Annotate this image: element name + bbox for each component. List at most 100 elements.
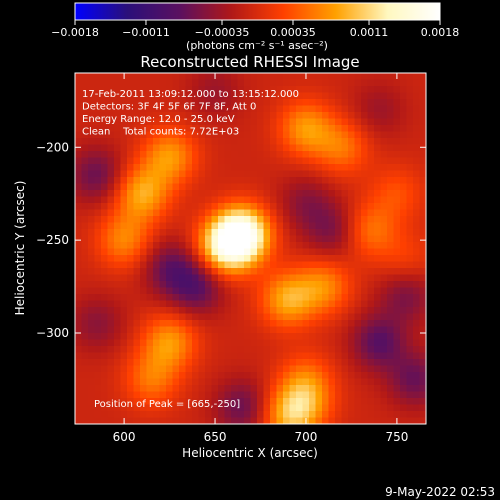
heatmap-cell <box>185 372 193 380</box>
heatmap-cell <box>413 300 421 308</box>
heatmap-cell <box>146 411 154 419</box>
heatmap-cell <box>257 326 265 334</box>
heatmap-cell <box>387 268 395 276</box>
heatmap-cell <box>114 248 122 256</box>
heatmap-cell <box>75 287 83 295</box>
heatmap-cell <box>211 307 219 315</box>
heatmap-cell <box>211 112 219 120</box>
heatmap-cell <box>133 326 141 334</box>
heatmap-cell <box>101 398 109 406</box>
heatmap-cell <box>198 209 206 217</box>
heatmap-cell <box>315 203 323 211</box>
heatmap-cell <box>140 235 148 243</box>
heatmap-cell <box>231 144 239 152</box>
heatmap-cell <box>218 398 226 406</box>
heatmap-cell <box>81 235 89 243</box>
heatmap-cell <box>88 203 96 211</box>
heatmap-cell <box>289 125 297 133</box>
heatmap-cell <box>114 144 122 152</box>
heatmap-cell <box>283 300 291 308</box>
heatmap-cell <box>153 372 161 380</box>
heatmap-cell <box>179 118 187 126</box>
heatmap-cell <box>146 359 154 367</box>
heatmap-cell <box>205 190 213 198</box>
heatmap-cell <box>140 372 148 380</box>
heatmap-cell <box>224 151 232 159</box>
heatmap-cell <box>354 281 362 289</box>
heatmap-cell <box>257 73 265 81</box>
heatmap-cell <box>309 235 317 243</box>
heatmap-cell <box>302 261 310 269</box>
heatmap-cell <box>400 222 408 230</box>
heatmap-cell <box>172 170 180 178</box>
heatmap-cell <box>393 372 401 380</box>
heatmap-cell <box>198 385 206 393</box>
heatmap-cell <box>354 326 362 334</box>
heatmap-cell <box>374 281 382 289</box>
heatmap-cell <box>94 216 102 224</box>
heatmap-cell <box>393 190 401 198</box>
heatmap-cell <box>263 372 271 380</box>
heatmap-cell <box>166 294 174 302</box>
heatmap-cell <box>146 79 154 87</box>
heatmap-cell <box>419 307 426 315</box>
heatmap-cell <box>250 209 258 217</box>
heatmap-cell <box>127 125 135 133</box>
heatmap-cell <box>263 99 271 107</box>
heatmap-cell <box>244 190 252 198</box>
heatmap-cell <box>107 300 115 308</box>
heatmap-cell <box>172 339 180 347</box>
heatmap-cell <box>146 391 154 399</box>
heatmap-cell <box>328 151 336 159</box>
heatmap-cell <box>179 105 187 113</box>
heatmap-cell <box>231 307 239 315</box>
heatmap-cell <box>250 138 258 146</box>
heatmap-cell <box>322 307 330 315</box>
heatmap-cell <box>309 216 317 224</box>
heatmap-cell <box>283 372 291 380</box>
heatmap-cell <box>140 112 148 120</box>
heatmap-cell <box>328 125 336 133</box>
heatmap-cell <box>172 235 180 243</box>
heatmap-cell <box>309 365 317 373</box>
heatmap-cell <box>179 131 187 139</box>
heatmap-cell <box>283 125 291 133</box>
heatmap-cell <box>309 274 317 282</box>
heatmap-cell <box>166 131 174 139</box>
heatmap-cell <box>289 229 297 237</box>
heatmap-cell <box>257 242 265 250</box>
heatmap-cell <box>406 73 414 81</box>
heatmap-cell <box>166 118 174 126</box>
heatmap-cell <box>101 196 109 204</box>
heatmap-cell <box>133 320 141 328</box>
heatmap-cell <box>244 79 252 87</box>
heatmap-cell <box>218 261 226 269</box>
heatmap-cell <box>276 196 284 204</box>
heatmap-cell <box>387 385 395 393</box>
heatmap-cell <box>244 287 252 295</box>
heatmap-cell <box>309 313 317 321</box>
heatmap-cell <box>159 404 167 412</box>
heatmap-cell <box>205 268 213 276</box>
heatmap-cell <box>224 307 232 315</box>
heatmap-cell <box>107 99 115 107</box>
heatmap-cell <box>127 281 135 289</box>
heatmap-cell <box>114 242 122 250</box>
heatmap-cell <box>81 209 89 217</box>
heatmap-cell <box>387 138 395 146</box>
heatmap-cell <box>367 281 375 289</box>
heatmap-cell <box>231 352 239 360</box>
heatmap-cell <box>88 164 96 172</box>
heatmap-cell <box>328 170 336 178</box>
heatmap-cell <box>367 365 375 373</box>
heatmap-cell <box>205 131 213 139</box>
heatmap-cell <box>374 372 382 380</box>
heatmap-cell <box>270 170 278 178</box>
heatmap-cell <box>302 177 310 185</box>
heatmap-cell <box>322 339 330 347</box>
heatmap-cell <box>153 294 161 302</box>
heatmap-cell <box>185 79 193 87</box>
heatmap-cell <box>192 190 200 198</box>
heatmap-cell <box>107 92 115 100</box>
heatmap-cell <box>263 248 271 256</box>
